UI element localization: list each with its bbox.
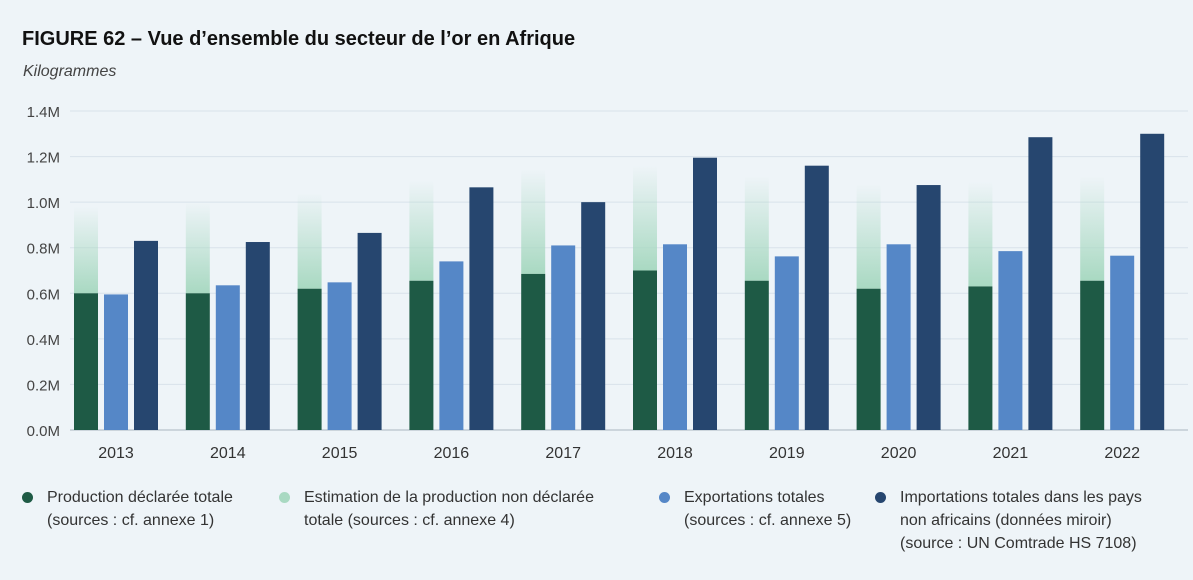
bar-production — [297, 288, 322, 430]
bar-production — [968, 286, 993, 430]
legend-item-importations: Importations totales dans les pays non a… — [875, 486, 1175, 555]
bar-exportations — [774, 256, 799, 430]
bar-exportations — [663, 244, 687, 430]
bar-importations — [581, 202, 606, 430]
bar-importations — [693, 157, 717, 431]
y-tick-label: 1.2M — [27, 150, 60, 167]
x-tick-label: 2019 — [769, 445, 805, 462]
bar-estimation — [521, 169, 546, 274]
bar-exportations — [551, 245, 576, 430]
legend-label-estimation: Estimation de la production non déclarée… — [304, 489, 594, 529]
bar-estimation — [74, 206, 98, 294]
bar-exportations — [439, 261, 464, 430]
bar-production — [633, 270, 657, 430]
bar-exportations — [998, 251, 1023, 430]
bar-estimation — [856, 183, 881, 289]
bar-estimation — [1080, 175, 1105, 281]
bar-importations — [804, 165, 829, 430]
x-tick-label: 2021 — [993, 445, 1029, 462]
y-tick-label: 0.0M — [27, 423, 60, 440]
x-tick-label: 2022 — [1104, 445, 1140, 462]
chart-subtitle: Kilogrammes — [23, 63, 117, 80]
bar-estimation — [409, 180, 434, 281]
bar-estimation — [968, 181, 993, 287]
bar-estimation — [744, 175, 769, 281]
bar-importations — [357, 232, 382, 430]
bar-exportations — [215, 285, 240, 430]
x-tick-label: 2014 — [210, 445, 246, 462]
chart-title: FIGURE 62 – Vue d’ensemble du secteur de… — [22, 28, 576, 50]
legend-label-exportations: Exportations totales (sources : cf. anne… — [684, 489, 852, 529]
bar-production — [744, 280, 769, 430]
bar-exportations — [327, 282, 352, 430]
bar-importations — [1028, 137, 1053, 431]
bar-production — [409, 280, 434, 430]
bar-estimation — [633, 165, 657, 271]
bar-production — [856, 288, 881, 430]
legend-dot-exportations — [659, 492, 670, 503]
y-tick-label: 1.0M — [27, 195, 60, 212]
bar-exportations — [104, 294, 128, 430]
bar-estimation — [297, 193, 322, 289]
chart-legend: Production déclarée totale (sources : cf… — [22, 486, 1192, 555]
bar-importations — [1140, 133, 1165, 431]
legend-label-production: Production déclarée totale (sources : cf… — [47, 489, 233, 529]
x-tick-label: 2015 — [322, 445, 358, 462]
bar-estimation — [185, 202, 210, 294]
bar-production — [1080, 280, 1105, 430]
bar-production — [521, 273, 546, 430]
bar-production — [185, 293, 210, 430]
legend-dot-estimation — [279, 492, 290, 503]
legend-label-importations: Importations totales dans les pays non a… — [900, 489, 1142, 552]
x-tick-label: 2018 — [657, 445, 693, 462]
y-tick-label: 0.2M — [27, 377, 60, 394]
bar-exportations — [886, 244, 911, 430]
y-tick-label: 0.4M — [27, 332, 60, 349]
bar-importations — [469, 187, 494, 430]
legend-dot-importations — [875, 492, 886, 503]
bar-importations — [134, 240, 158, 430]
y-tick-label: 0.8M — [27, 241, 60, 258]
bar-exportations — [1110, 255, 1135, 430]
legend-item-production: Production déclarée totale (sources : cf… — [22, 486, 279, 555]
bar-production — [74, 293, 98, 430]
bar-importations — [245, 242, 270, 430]
y-tick-label: 1.4M — [27, 104, 60, 121]
x-tick-label: 2016 — [434, 445, 470, 462]
bar-chart: 0.0M 0.2M 0.4M 0.6M 0.8M 1.0M 1.2M 1.4M 2013 2014… — [27, 104, 1188, 462]
legend-item-estimation: Estimation de la production non déclarée… — [279, 486, 659, 555]
x-tick-label: 2013 — [98, 445, 134, 462]
legend-dot-production — [22, 492, 33, 503]
legend-item-exportations: Exportations totales (sources : cf. anne… — [659, 486, 875, 555]
x-tick-label: 2020 — [881, 445, 917, 462]
x-tick-label: 2017 — [545, 445, 581, 462]
bar-importations — [916, 185, 941, 430]
y-tick-label: 0.6M — [27, 286, 60, 303]
